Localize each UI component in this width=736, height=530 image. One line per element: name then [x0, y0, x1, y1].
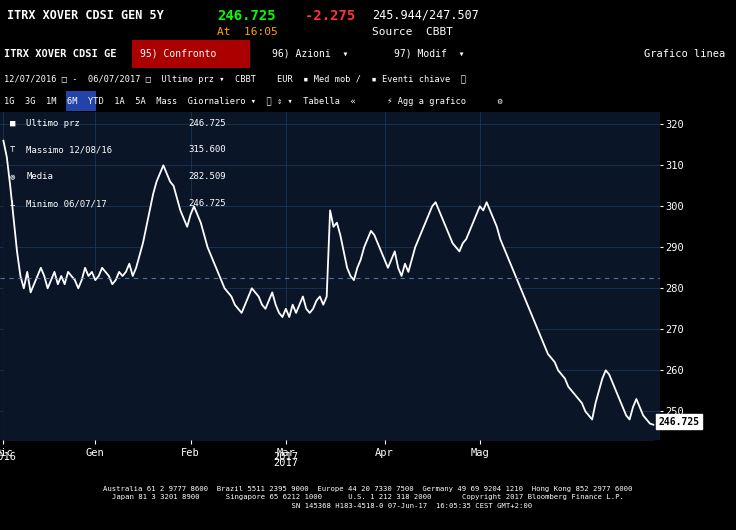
Text: 97) Modif  ▾: 97) Modif ▾ [394, 49, 464, 59]
Bar [66, 91, 96, 111]
Text: Feb: Feb [181, 447, 200, 457]
Text: ⊥: ⊥ [10, 199, 15, 208]
Bar [132, 40, 250, 68]
Text: 282.509: 282.509 [188, 172, 226, 181]
Text: 2016: 2016 [0, 453, 16, 463]
Text: ■: ■ [10, 119, 15, 128]
Text: -2.275: -2.275 [305, 9, 355, 23]
Text: At  16:05: At 16:05 [217, 27, 278, 37]
Text: 2017: 2017 [273, 453, 298, 463]
Text: Massimo 12/08/16: Massimo 12/08/16 [26, 145, 113, 154]
Text: 315.600: 315.600 [188, 145, 226, 154]
Text: 95) Confronto: 95) Confronto [140, 49, 216, 59]
Text: 2017: 2017 [273, 458, 298, 469]
Text: Grafico linea: Grafico linea [644, 49, 725, 59]
Text: Gen: Gen [86, 447, 105, 457]
Text: 1G  3G  1M  6M  YTD  1A  5A  Mass  Giornaliero ▾  📈 ⇕ ▾  Tabella  «      ⚡ Agg a: 1G 3G 1M 6M YTD 1A 5A Mass Giornaliero ▾… [4, 96, 503, 105]
Text: ITRX XOVER CDSI GEN 5Y: ITRX XOVER CDSI GEN 5Y [7, 9, 164, 22]
Text: Apr: Apr [375, 447, 394, 457]
Text: Minimo 06/07/17: Minimo 06/07/17 [26, 199, 107, 208]
Text: 246.725: 246.725 [659, 417, 700, 427]
Text: 96) Azioni  ▾: 96) Azioni ▾ [272, 49, 349, 59]
Text: 246.725: 246.725 [188, 199, 226, 208]
Text: 12/07/2016 □ -  06/07/2017 □  Ultimo prz ▾  CBBT    EUR  ▪ Med mob /  ▪ Eventi c: 12/07/2016 □ - 06/07/2017 □ Ultimo prz ▾… [4, 75, 466, 84]
Text: ITRX XOVER CDSI GE: ITRX XOVER CDSI GE [4, 49, 116, 59]
Text: Dic: Dic [0, 447, 13, 457]
Text: Mag: Mag [470, 447, 489, 457]
Text: Australia 61 2 9777 8600  Brazil 5511 2395 9000  Europe 44 20 7330 7500  Germany: Australia 61 2 9777 8600 Brazil 5511 239… [103, 485, 633, 508]
Text: 246.725: 246.725 [217, 9, 276, 23]
Text: Media: Media [26, 172, 53, 181]
Text: Ultimo prz: Ultimo prz [26, 119, 80, 128]
Text: ⊤: ⊤ [10, 145, 15, 154]
Text: 245.944/247.507: 245.944/247.507 [372, 9, 478, 22]
Text: 246.725: 246.725 [188, 119, 226, 128]
Text: Source  CBBT: Source CBBT [372, 27, 453, 37]
Text: ⊚: ⊚ [10, 172, 15, 181]
Text: Mar: Mar [277, 447, 295, 457]
